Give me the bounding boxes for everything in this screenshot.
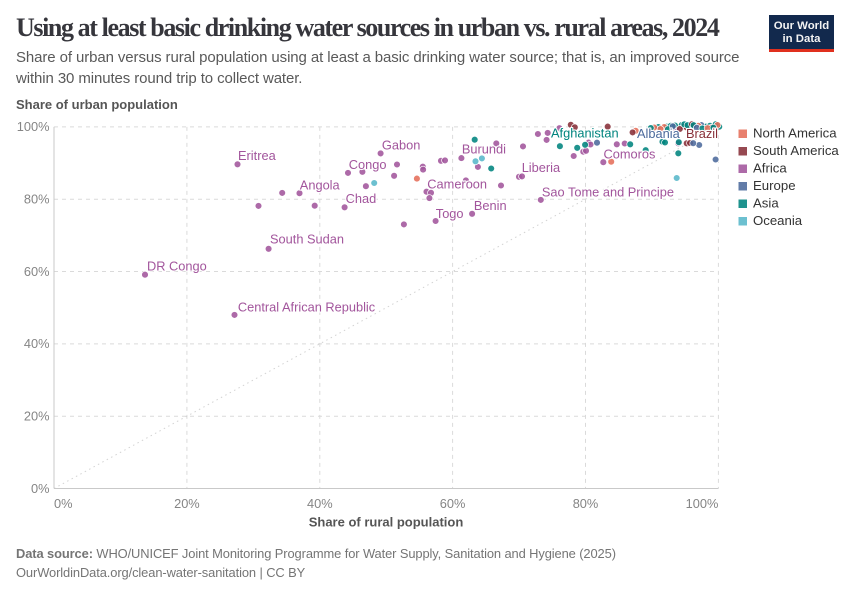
svg-text:Gabon: Gabon (382, 138, 420, 153)
svg-text:60%: 60% (440, 496, 466, 511)
svg-text:Burundi: Burundi (462, 142, 506, 157)
svg-text:0%: 0% (54, 496, 73, 511)
svg-text:Share of rural population: Share of rural population (309, 515, 464, 530)
svg-text:Share of urban population: Share of urban population (16, 97, 178, 112)
svg-text:40%: 40% (307, 496, 333, 511)
svg-text:Congo: Congo (349, 157, 387, 172)
svg-text:Liberia: Liberia (522, 160, 561, 175)
svg-text:Eritrea: Eritrea (238, 148, 277, 163)
svg-text:80%: 80% (573, 496, 599, 511)
svg-text:South Sudan: South Sudan (270, 232, 344, 247)
svg-text:Asia: Asia (753, 196, 779, 211)
svg-text:Angola: Angola (300, 178, 341, 193)
svg-text:Chad: Chad (346, 191, 377, 206)
svg-text:Comoros: Comoros (604, 146, 656, 161)
svg-text:100%: 100% (686, 496, 719, 511)
svg-text:DR Congo: DR Congo (147, 258, 207, 273)
svg-text:Brazil: Brazil (686, 126, 718, 141)
svg-text:Africa: Africa (753, 161, 787, 176)
svg-text:Togo: Togo (436, 206, 464, 221)
svg-text:Central African Republic: Central African Republic (238, 300, 376, 315)
svg-text:Afghanistan: Afghanistan (551, 126, 619, 141)
svg-text:Sao Tome and Principe: Sao Tome and Principe (542, 185, 674, 200)
svg-text:40%: 40% (24, 336, 50, 351)
svg-text:South America: South America (753, 143, 839, 158)
svg-text:Benin: Benin (474, 198, 507, 213)
svg-text:0%: 0% (31, 481, 50, 496)
svg-text:Cameroon: Cameroon (427, 177, 487, 192)
svg-text:Albania: Albania (637, 126, 681, 141)
svg-text:North America: North America (753, 126, 837, 141)
svg-text:Oceania: Oceania (753, 213, 803, 228)
svg-text:Europe: Europe (753, 178, 796, 193)
svg-text:60%: 60% (24, 264, 50, 279)
svg-text:20%: 20% (24, 409, 50, 424)
svg-text:100%: 100% (17, 119, 50, 134)
svg-text:80%: 80% (24, 192, 50, 207)
svg-text:20%: 20% (174, 496, 200, 511)
